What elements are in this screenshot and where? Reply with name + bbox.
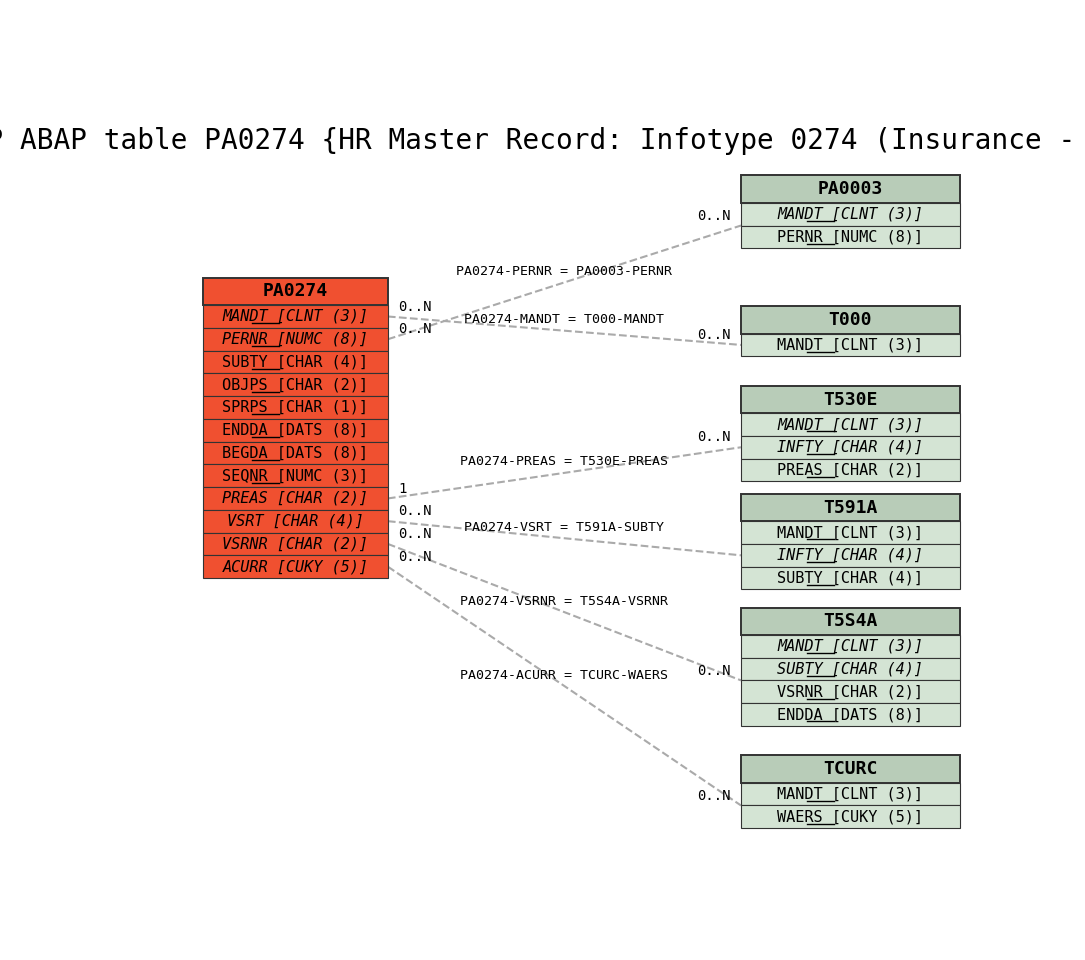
Text: PERNR [NUMC (8)]: PERNR [NUMC (8)] [222,332,369,347]
Bar [741,608,959,635]
Bar [741,203,959,226]
Text: 1: 1 [398,482,407,495]
Bar [741,544,959,566]
Text: BEGDA [DATS (8)]: BEGDA [DATS (8)] [222,445,369,461]
Text: SAP ABAP table PA0274 {HR Master Record: Infotype 0274 (Insurance - SE)}: SAP ABAP table PA0274 {HR Master Record:… [0,127,1085,155]
Text: PA0003: PA0003 [818,180,883,198]
Text: MANDT [CLNT (3)]: MANDT [CLNT (3)] [222,309,369,324]
Bar [741,386,959,413]
Bar [741,782,959,805]
Text: PA0274-VSRT = T591A-SUBTY: PA0274-VSRT = T591A-SUBTY [464,520,664,534]
Text: MANDT [CLNT (3)]: MANDT [CLNT (3)] [777,206,923,222]
Text: MANDT [CLNT (3)]: MANDT [CLNT (3)] [777,638,923,654]
Bar [741,333,959,356]
Text: VSRNR [CHAR (2)]: VSRNR [CHAR (2)] [222,537,369,551]
Text: 0..N: 0..N [398,550,432,564]
Text: T530E: T530E [824,391,878,409]
Text: ENDDA [DATS (8)]: ENDDA [DATS (8)] [777,707,923,722]
Bar [741,436,959,459]
Text: SUBTY [CHAR (4)]: SUBTY [CHAR (4)] [777,570,923,586]
Text: MANDT [CLNT (3)]: MANDT [CLNT (3)] [777,525,923,540]
Text: 0..N: 0..N [698,663,731,678]
Text: ENDDA [DATS (8)]: ENDDA [DATS (8)] [222,422,369,438]
Bar [741,681,959,703]
Bar [741,459,959,481]
Bar [741,566,959,589]
Text: MANDT [CLNT (3)]: MANDT [CLNT (3)] [777,417,923,432]
Text: 0..N: 0..N [398,504,432,518]
Bar [203,555,387,578]
Bar [203,350,387,373]
Bar [203,487,387,510]
Text: 0..N: 0..N [398,527,432,541]
Text: 0..N: 0..N [698,208,731,223]
Text: MANDT [CLNT (3)]: MANDT [CLNT (3)] [777,786,923,802]
Text: 0..N: 0..N [398,300,432,314]
Text: 0..N: 0..N [698,328,731,342]
Text: SUBTY [CHAR (4)]: SUBTY [CHAR (4)] [222,354,369,370]
Text: INFTY [CHAR (4)]: INFTY [CHAR (4)] [777,548,923,563]
Text: PA0274-ACURR = TCURC-WAERS: PA0274-ACURR = TCURC-WAERS [460,668,668,682]
Text: 0..N: 0..N [698,430,731,444]
Text: PREAS [CHAR (2)]: PREAS [CHAR (2)] [222,491,369,506]
Bar [741,756,959,782]
Bar [741,521,959,544]
Text: PA0274-MANDT = T000-MANDT: PA0274-MANDT = T000-MANDT [464,313,664,326]
Text: ACURR [CUKY (5)]: ACURR [CUKY (5)] [222,559,369,574]
Text: SUBTY [CHAR (4)]: SUBTY [CHAR (4)] [777,661,923,677]
Bar [203,533,387,555]
Bar [203,419,387,442]
Text: PA0274: PA0274 [263,282,328,300]
Bar [741,226,959,249]
Text: T5S4A: T5S4A [824,612,878,631]
Text: INFTY [CHAR (4)]: INFTY [CHAR (4)] [777,440,923,455]
Bar [203,373,387,396]
Text: WAERS [CUKY (5)]: WAERS [CUKY (5)] [777,809,923,825]
Text: PA0274-VSRNR = T5S4A-VSRNR: PA0274-VSRNR = T5S4A-VSRNR [460,594,668,608]
Text: 0..N: 0..N [698,789,731,803]
Bar [741,493,959,521]
Text: MANDT [CLNT (3)]: MANDT [CLNT (3)] [777,337,923,352]
Bar [203,305,387,328]
Text: T591A: T591A [824,498,878,516]
Text: VSRT [CHAR (4)]: VSRT [CHAR (4)] [227,514,363,529]
Bar [203,396,387,419]
Text: PERNR [NUMC (8)]: PERNR [NUMC (8)] [777,229,923,245]
Text: PREAS [CHAR (2)]: PREAS [CHAR (2)] [777,463,923,477]
Text: 0..N: 0..N [398,323,432,336]
Bar [203,510,387,533]
Text: OBJPS [CHAR (2)]: OBJPS [CHAR (2)] [222,377,369,393]
Bar [741,805,959,828]
Bar [741,176,959,203]
Text: T000: T000 [829,311,872,329]
Text: SEQNR [NUMC (3)]: SEQNR [NUMC (3)] [222,468,369,483]
Bar [741,658,959,681]
Bar [741,413,959,436]
Text: PA0274-PERNR = PA0003-PERNR: PA0274-PERNR = PA0003-PERNR [457,265,673,277]
Bar [203,442,387,465]
Bar [741,703,959,726]
Text: PA0274-PREAS = T530E-PREAS: PA0274-PREAS = T530E-PREAS [460,455,668,468]
Text: SPRPS [CHAR (1)]: SPRPS [CHAR (1)] [222,400,369,415]
Bar [203,328,387,350]
Bar [203,465,387,487]
Bar [741,635,959,658]
Text: TCURC: TCURC [824,760,878,779]
Bar [203,277,387,305]
Text: VSRNR [CHAR (2)]: VSRNR [CHAR (2)] [777,684,923,699]
Bar [741,306,959,333]
